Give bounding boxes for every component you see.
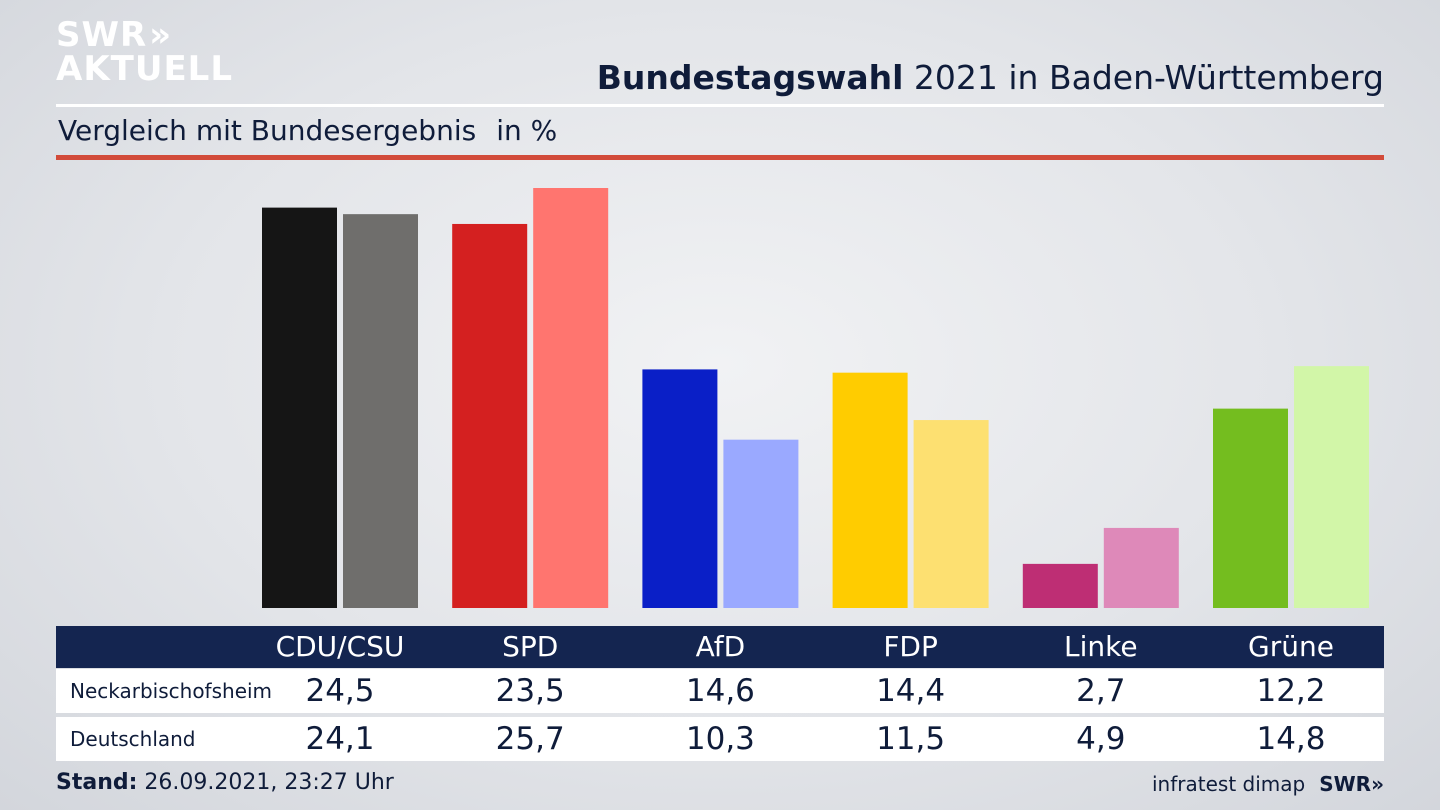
unit-label: in % [496, 114, 558, 147]
stand-value: 26.09.2021, 23:27 Uhr [144, 770, 394, 795]
chart-subtitle: Vergleich mit Bundesergebnis in % [58, 114, 557, 147]
party-label: Linke [1064, 630, 1138, 663]
logo-aktuell-text: AKTUELL [56, 49, 234, 89]
logo-chevron-icon: » [149, 15, 173, 55]
title-divider [56, 104, 1384, 107]
bar-fdp-local [832, 372, 908, 608]
stand-label: Stand: [56, 770, 138, 795]
row-label: Neckarbischofsheim [70, 679, 273, 703]
party-header-row: CDU/CSU SPD AfD FDP Linke Grüne [56, 626, 1384, 668]
source-credit: infratest dimap SWR» [1152, 772, 1384, 796]
logo-swr-text: SWR [56, 15, 148, 55]
bar-spd-local [452, 223, 528, 608]
bar-linke-national [1103, 527, 1179, 608]
bar-afd-national [723, 439, 799, 608]
party-label: CDU/CSU [275, 630, 405, 663]
party-label: AfD [695, 630, 746, 663]
party-label: FDP [883, 630, 938, 663]
bar-chart [262, 188, 1369, 608]
party-label: SPD [502, 630, 559, 663]
bar-spd-national [533, 188, 609, 608]
value-cell: 14,6 [685, 673, 755, 709]
bar-cdu-csu-local [262, 207, 337, 608]
chart-title: Bundestagswahl 2021 in Baden-Württemberg [597, 58, 1384, 97]
table-row-national: Deutschland 24,1 25,7 10,3 11,5 4,9 14,8 [56, 717, 1384, 761]
value-cell: 24,5 [305, 673, 375, 709]
value-cell: 4,9 [1076, 721, 1126, 757]
swr-aktuell-logo: SWR» AKTUELL [56, 15, 234, 90]
value-cell: 14,8 [1256, 721, 1326, 757]
party-label: Grüne [1248, 630, 1334, 663]
value-cell: 23,5 [495, 673, 565, 709]
value-cell: 10,3 [685, 721, 755, 757]
value-cell: 2,7 [1076, 673, 1126, 709]
bar-fdp-national [913, 420, 989, 608]
bar-gr-ne-local [1213, 408, 1288, 608]
bar-gr-ne-national [1294, 366, 1369, 608]
title-bold: Bundestagswahl [596, 58, 904, 97]
bar-cdu-csu-national [343, 214, 418, 608]
bar-linke-local [1022, 563, 1098, 608]
subtitle-divider [56, 155, 1384, 160]
footer-swr-logo: SWR» [1319, 772, 1384, 796]
value-cell: 11,5 [876, 721, 946, 757]
row-label: Deutschland [70, 727, 196, 751]
value-cell: 24,1 [305, 721, 375, 757]
table-row-local: Neckarbischofsheim 24,5 23,5 14,6 14,4 2,7 12… [56, 669, 1384, 713]
value-cell: 12,2 [1256, 673, 1326, 709]
subtitle-text: Vergleich mit Bundesergebnis [58, 114, 477, 147]
value-cell: 25,7 [495, 721, 565, 757]
timestamp: Stand: 26.09.2021, 23:27 Uhr [56, 770, 394, 795]
title-rest: 2021 in Baden-Württemberg [913, 58, 1384, 97]
value-cell: 14,4 [876, 673, 946, 709]
source-text: infratest dimap [1152, 772, 1306, 796]
bar-afd-local [642, 369, 718, 608]
